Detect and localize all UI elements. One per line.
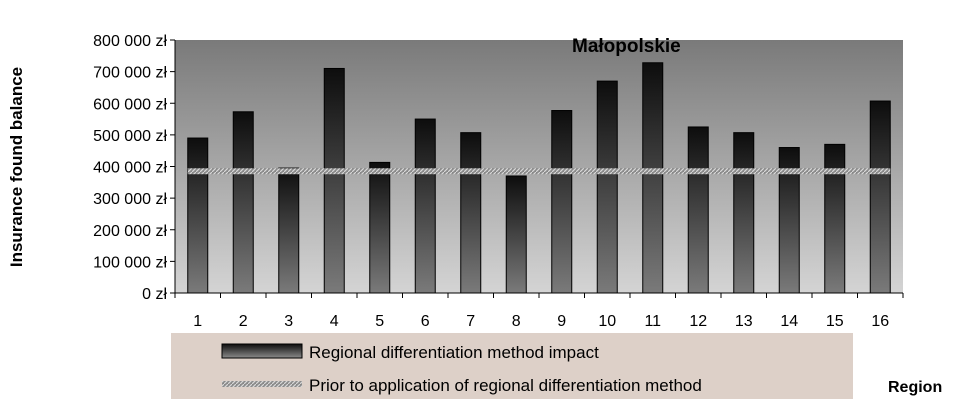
baseline-line [187, 168, 891, 175]
x-tick-label: 9 [557, 313, 566, 330]
bar [642, 62, 664, 294]
x-tick-label: 3 [284, 313, 293, 330]
bar [323, 67, 345, 294]
y-tick-label: 300 000 zł [93, 191, 167, 208]
x-axis-label: Region [888, 379, 942, 396]
y-tick-label: 200 000 zł [93, 223, 167, 240]
x-tick-label: 14 [780, 313, 798, 330]
legend-label-bars: Regional differentiation method impact [309, 343, 599, 362]
bar [778, 147, 800, 294]
bar [187, 137, 209, 294]
bar [369, 161, 391, 294]
x-tick-label: 5 [375, 313, 384, 330]
y-tick-label: 600 000 zł [93, 96, 167, 113]
bar [460, 132, 482, 294]
x-tick-label: 4 [330, 313, 339, 330]
y-tick-label: 0 zł [142, 286, 167, 303]
bar [278, 167, 300, 294]
y-tick-label: 700 000 zł [93, 65, 167, 82]
legend-label-line: Prior to application of regional differe… [309, 376, 702, 395]
x-tick-label: 16 [871, 313, 889, 330]
x-tick-label: 1 [193, 313, 202, 330]
x-tick-label: 7 [466, 313, 475, 330]
x-tick-label: 15 [826, 313, 844, 330]
bar [687, 126, 709, 294]
bar [824, 143, 846, 294]
y-tick-label: 100 000 zł [93, 254, 167, 271]
bar [733, 132, 755, 294]
bar [505, 175, 527, 294]
y-axis-ticks: 0 zł 100 000 zł 200 000 zł 300 000 zł 400 00… [93, 33, 175, 303]
x-tick-label: 6 [421, 313, 430, 330]
bar [869, 100, 891, 294]
baseline-series [187, 168, 891, 175]
legend-swatch-line [222, 381, 302, 387]
x-tick-label: 2 [239, 313, 248, 330]
legend-swatch-bars [221, 343, 303, 359]
y-tick-label: 400 000 zł [93, 160, 167, 177]
chart-title: Małopolskie [572, 36, 681, 57]
bar [596, 80, 618, 294]
y-tick-label: 800 000 zł [93, 33, 167, 50]
bar [232, 111, 254, 294]
bar-series [187, 62, 891, 294]
x-tick-label: 11 [644, 313, 661, 330]
y-axis-label: Insurance found balance [7, 67, 26, 267]
x-tick-label: 12 [689, 313, 707, 330]
bar [414, 118, 436, 294]
bar [551, 110, 573, 294]
x-tick-label: 13 [735, 313, 753, 330]
y-tick-label: 500 000 zł [93, 128, 167, 145]
x-tick-label: 8 [512, 313, 521, 330]
x-tick-label: 10 [598, 313, 616, 330]
x-axis-ticks: 1 2 3 4 5 6 7 8 9 10 11 12 13 14 15 16 [174, 293, 904, 330]
